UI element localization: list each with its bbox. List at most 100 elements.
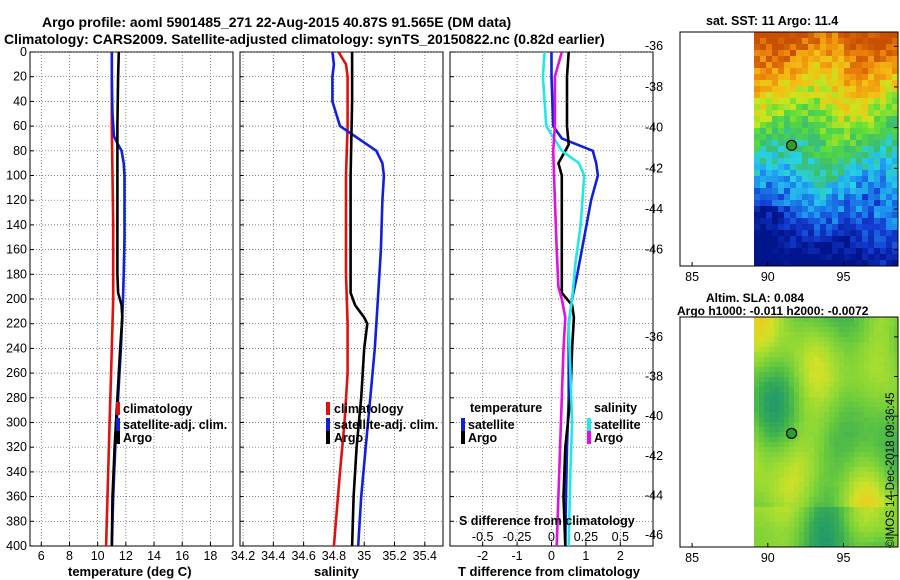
sst-cell	[814, 176, 820, 182]
sla-cell	[824, 387, 829, 392]
sla-cell	[804, 442, 809, 447]
sst-cell	[832, 254, 838, 260]
sla-cell	[869, 447, 874, 452]
sla-cell	[764, 397, 769, 402]
sst-cell	[892, 50, 898, 56]
sst-cell	[826, 146, 832, 152]
sla-cell	[819, 372, 824, 377]
sla-cell	[759, 467, 764, 472]
sla-cell	[884, 542, 889, 547]
sst-cell	[844, 164, 850, 170]
sla-cell	[864, 397, 869, 402]
sla-cell	[859, 377, 864, 382]
sla-cell	[854, 387, 859, 392]
sla-cell	[839, 387, 844, 392]
sst-cell	[862, 140, 868, 146]
sst-cell	[802, 212, 808, 218]
sla-cell	[799, 507, 804, 512]
sla-cell	[834, 347, 839, 352]
sst-cell	[826, 236, 832, 242]
sst-cell	[754, 122, 760, 128]
sla-cell	[864, 517, 869, 522]
sla-cell	[774, 357, 779, 362]
sla-cell	[884, 382, 889, 387]
sla-cell	[784, 397, 789, 402]
sla-cell	[789, 362, 794, 367]
sst-cell	[820, 152, 826, 158]
sla-cell	[789, 317, 794, 322]
sst-cell	[802, 122, 808, 128]
sla-cell	[809, 432, 814, 437]
sla-cell	[869, 352, 874, 357]
sst-cell	[802, 116, 808, 122]
sst-cell	[886, 146, 892, 152]
sla-cell	[804, 507, 809, 512]
sst-cell	[814, 158, 820, 164]
sst-cell	[850, 152, 856, 158]
sla-cell	[849, 382, 854, 387]
sla-cell	[869, 442, 874, 447]
sst-cell	[778, 260, 784, 266]
sst-cell	[880, 146, 886, 152]
sla-cell	[834, 517, 839, 522]
sst-cell	[892, 44, 898, 50]
sst-cell	[778, 80, 784, 86]
sla-cell	[834, 382, 839, 387]
sla-cell	[784, 417, 789, 422]
sla-cell	[829, 347, 834, 352]
sla-cell	[854, 482, 859, 487]
sla-cell	[829, 502, 834, 507]
sst-cell	[766, 230, 772, 236]
sst-cell	[874, 38, 880, 44]
series-line-satellite-adj-clim-	[331, 52, 386, 546]
sla-cell	[804, 417, 809, 422]
sla-cell	[814, 372, 819, 377]
sst-cell	[832, 134, 838, 140]
sla-cell	[879, 322, 884, 327]
sla-cell	[754, 392, 759, 397]
sst-cell	[868, 242, 874, 248]
sla-cell	[764, 362, 769, 367]
sst-cell	[766, 170, 772, 176]
sst-cell	[892, 68, 898, 74]
sst-cell	[820, 68, 826, 74]
sla-cell	[854, 337, 859, 342]
sst-cell	[796, 242, 802, 248]
sla-cell	[859, 522, 864, 527]
sla-cell	[854, 522, 859, 527]
sst-cell	[886, 230, 892, 236]
sst-cell	[850, 194, 856, 200]
y-tick-label: 220	[6, 317, 27, 331]
sla-cell	[839, 462, 844, 467]
sla-cell	[849, 507, 854, 512]
sla-cell	[829, 402, 834, 407]
y-tick-label: 240	[6, 341, 27, 355]
sla-cell	[814, 467, 819, 472]
temperature-xlabel: temperature (deg C)	[68, 564, 192, 579]
sst-cell	[778, 62, 784, 68]
sla-cell	[779, 512, 784, 517]
sla-cell	[839, 467, 844, 472]
sst-cell	[766, 62, 772, 68]
sla-cell	[864, 457, 869, 462]
sst-cell	[790, 134, 796, 140]
sla-cell	[789, 487, 794, 492]
sla-cell	[869, 532, 874, 537]
sla-cell	[754, 477, 759, 482]
sla-cell	[864, 412, 869, 417]
sla-cell	[864, 537, 869, 542]
sla-cell	[769, 347, 774, 352]
sla-cell	[819, 482, 824, 487]
sla-cell	[804, 317, 809, 322]
sla-cell	[894, 477, 898, 482]
sla-cell	[889, 532, 894, 537]
sla-cell	[884, 537, 889, 542]
sst-cell	[796, 68, 802, 74]
sla-cell	[879, 537, 884, 542]
sst-cell	[832, 86, 838, 92]
s-tick-label: 0.5	[612, 530, 629, 544]
sla-cell	[779, 492, 784, 497]
sla-cell	[754, 342, 759, 347]
sst-cell	[856, 164, 862, 170]
sla-cell	[879, 432, 884, 437]
